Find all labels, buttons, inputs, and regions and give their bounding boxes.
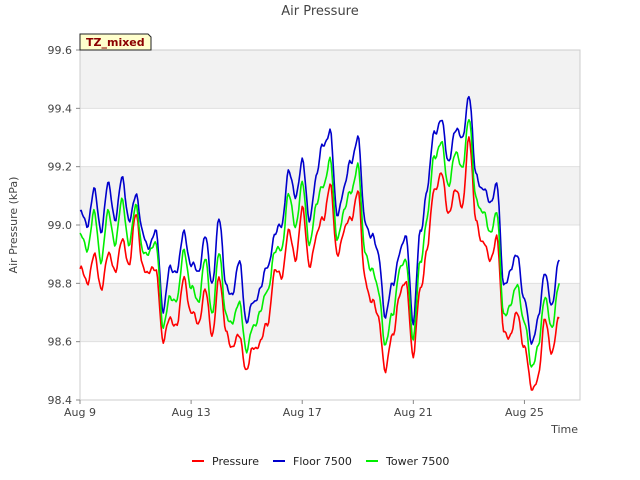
tag-box-background — [79, 33, 152, 51]
series-line-tower-7500 — [79, 119, 560, 368]
x-tick-label: Aug 25 — [505, 406, 544, 419]
x-tick-label: Aug 21 — [394, 406, 433, 419]
y-tick-label: 98.8 — [48, 277, 73, 290]
x-tick-label: Aug 13 — [172, 406, 211, 419]
series-line-pressure — [79, 136, 560, 391]
plot-bands — [80, 50, 580, 342]
series-lines — [79, 95, 560, 391]
legend-label: Floor 7500 — [293, 455, 352, 468]
y-tick-label: 99.4 — [48, 102, 73, 115]
legend-label: Tower 7500 — [385, 455, 449, 468]
tag-box: TZ_mixed — [79, 33, 152, 51]
x-tick-label: Aug 9 — [64, 406, 96, 419]
tag-label: TZ_mixed — [86, 36, 145, 49]
x-axis-ticks: Aug 9 Aug 13 Aug 17 Aug 21 Aug 25 — [64, 400, 544, 419]
legend: Pressure Floor 7500 Tower 7500 — [192, 455, 449, 468]
plot-band — [80, 166, 580, 225]
y-axis-label: Air Pressure (kPa) — [7, 177, 20, 274]
y-tick-label: 99.6 — [48, 44, 73, 57]
y-tick-label: 98.4 — [48, 394, 73, 407]
legend-label: Pressure — [212, 455, 259, 468]
x-axis-label: Time — [550, 423, 578, 436]
x-tick-label: Aug 17 — [283, 406, 322, 419]
y-axis-ticks: 98.4 98.6 98.8 99.0 99.2 99.4 99.6 — [48, 44, 80, 407]
y-tick-label: 99.0 — [48, 219, 73, 232]
plot-band — [80, 50, 580, 109]
y-tick-label: 98.6 — [48, 336, 73, 349]
y-tick-label: 99.2 — [48, 161, 73, 174]
series-line-floor-7500 — [79, 95, 560, 345]
chart-title: Air Pressure — [281, 4, 359, 19]
